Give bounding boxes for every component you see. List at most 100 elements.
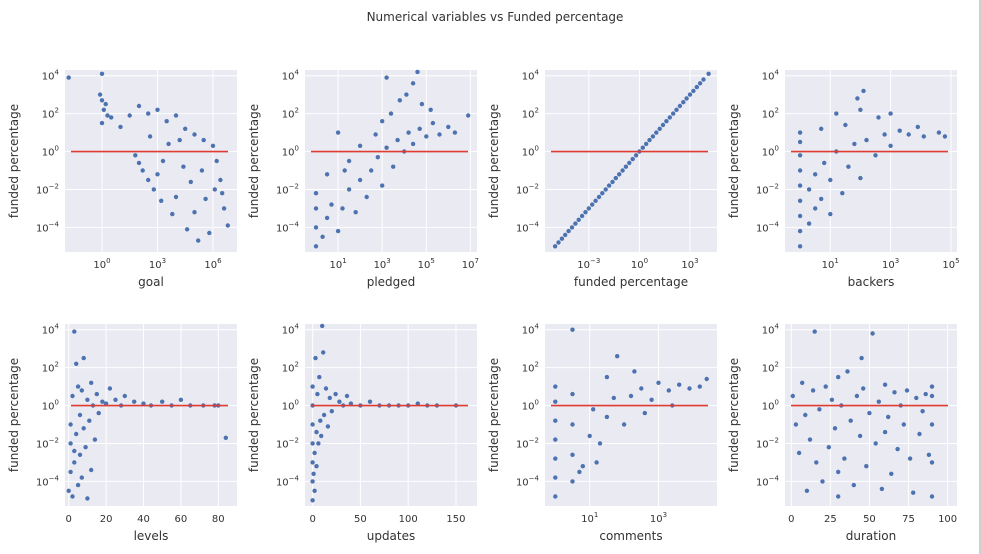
data-point: [854, 393, 860, 399]
data-point: [127, 113, 132, 118]
data-point: [674, 107, 679, 113]
data-point: [340, 206, 345, 211]
x-tick-label: 0: [309, 514, 315, 525]
data-point: [897, 128, 902, 133]
data-point: [864, 137, 869, 143]
data-point: [373, 132, 378, 137]
x-axis-label: goal: [138, 275, 164, 289]
data-point: [133, 153, 138, 158]
data-point: [553, 418, 558, 423]
y-tick-label: 10−2: [276, 182, 299, 196]
data-point: [593, 198, 598, 203]
data-point: [630, 156, 635, 162]
data-point: [888, 111, 893, 116]
y-tick-label: 100: [762, 145, 779, 159]
data-point: [552, 244, 558, 249]
data-point: [100, 399, 105, 404]
data-point: [223, 435, 228, 440]
data-point: [99, 98, 105, 103]
data-point: [310, 422, 315, 427]
data-point: [107, 386, 113, 391]
data-point: [876, 399, 881, 404]
data-point: [613, 175, 618, 181]
data-point: [397, 98, 402, 103]
x-tick-label: 100: [631, 257, 648, 271]
data-point: [855, 96, 860, 101]
data-point: [603, 187, 608, 192]
y-axis-label: funded percentage: [727, 104, 741, 218]
data-point: [146, 177, 151, 183]
y-tick-label: 102: [762, 107, 779, 121]
data-point: [819, 196, 824, 202]
y-tick-label: 102: [42, 107, 59, 121]
data-point: [101, 107, 107, 113]
data-point: [820, 479, 825, 484]
data-point: [882, 132, 887, 137]
x-tick-label: 20: [100, 514, 113, 525]
data-point: [70, 393, 75, 399]
data-point: [166, 141, 171, 147]
data-point: [312, 488, 317, 493]
data-point: [164, 119, 169, 124]
data-point: [664, 119, 669, 124]
window-edge: [979, 0, 981, 554]
data-point: [415, 69, 420, 75]
data-point: [610, 179, 615, 185]
data-point: [559, 236, 565, 241]
x-tick-label: 103: [149, 257, 166, 271]
data-point: [318, 418, 323, 423]
x-tick-label: 75: [902, 514, 915, 525]
data-point: [329, 409, 334, 414]
data-point: [310, 498, 315, 503]
data-point: [316, 441, 321, 446]
data-point: [797, 228, 803, 234]
data-point: [113, 397, 118, 402]
scatter-points: [313, 69, 471, 249]
data-point: [569, 225, 575, 230]
data-point: [834, 111, 839, 116]
data-point: [929, 393, 935, 399]
data-point: [886, 414, 891, 420]
data-point: [320, 323, 325, 329]
data-point: [105, 113, 110, 118]
data-point: [357, 177, 363, 183]
data-point: [606, 183, 612, 188]
data-point: [576, 217, 581, 222]
data-point: [99, 120, 105, 126]
data-point: [697, 384, 702, 389]
data-point: [75, 384, 81, 389]
data-point: [819, 126, 824, 131]
y-tick-label: 104: [42, 69, 60, 83]
data-point: [181, 164, 186, 169]
scatter-points: [310, 323, 459, 503]
data-point: [136, 103, 142, 109]
data-point: [155, 107, 160, 113]
data-point: [579, 213, 585, 219]
data-point: [859, 355, 864, 361]
data-point: [858, 175, 863, 181]
plot-area: [785, 324, 957, 506]
data-point: [621, 422, 627, 427]
data-point: [310, 479, 315, 484]
x-tick-label: 101: [581, 511, 598, 525]
data-point: [876, 115, 881, 120]
data-point: [590, 202, 595, 207]
data-point: [846, 164, 851, 169]
data-point: [671, 111, 676, 116]
data-point: [851, 482, 856, 488]
data-point: [177, 137, 182, 143]
data-point: [797, 168, 803, 173]
data-point: [684, 96, 689, 101]
data-point: [324, 172, 330, 177]
data-point: [196, 238, 201, 243]
y-axis-label: funded percentage: [7, 104, 21, 218]
data-point: [391, 164, 396, 169]
data-point: [348, 401, 354, 406]
y-tick-label: 104: [522, 69, 540, 83]
data-point: [66, 488, 71, 493]
data-point: [861, 88, 866, 94]
data-point: [580, 464, 585, 469]
data-point: [466, 113, 471, 118]
x-tick-label: 40: [137, 514, 150, 525]
data-point: [313, 355, 318, 361]
